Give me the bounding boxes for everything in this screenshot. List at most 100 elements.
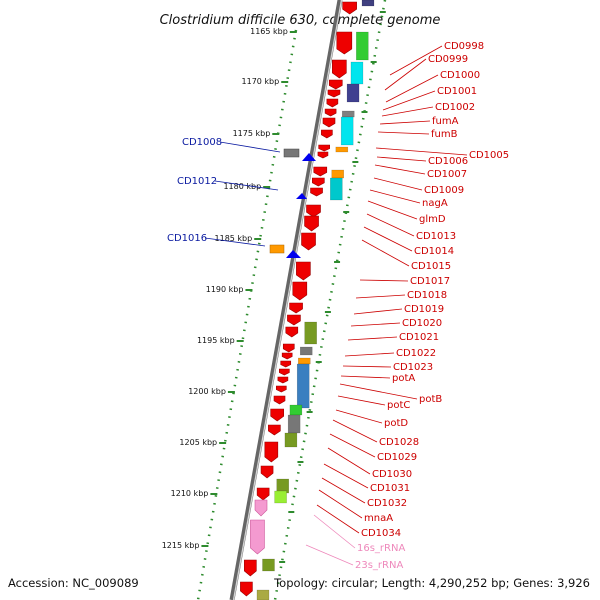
- gene-label-reverse: CD1007: [427, 169, 467, 180]
- label-leader: [374, 164, 426, 175]
- rrna-arrow: [254, 499, 268, 517]
- label-leader: [316, 504, 360, 534]
- gene-arrow-reverse: [292, 281, 308, 301]
- label-leader: [332, 419, 378, 443]
- gene-arrow-forward: [296, 193, 307, 199]
- gene-box: [296, 363, 310, 409]
- gene-arrow-reverse: [321, 129, 333, 139]
- gene-box: [346, 83, 360, 103]
- gene-label-reverse: mnaA: [364, 513, 393, 524]
- gene-label-reverse: CD1009: [424, 185, 464, 196]
- gene-label-reverse: CD1019: [404, 304, 444, 315]
- label-leader: [337, 395, 386, 406]
- kbp-tick-label: 1215 kbp: [162, 541, 200, 550]
- gene-arrow-reverse: [317, 151, 329, 159]
- gene-arrow-reverse: [279, 368, 290, 376]
- kbp-tick-label: 1165 kbp: [250, 27, 288, 36]
- gene-label-reverse: nagA: [422, 198, 448, 209]
- label-leader: [363, 226, 413, 252]
- gene-label-reverse: CD1001: [437, 86, 477, 97]
- gene-arrow-reverse: [260, 465, 274, 479]
- gene-box: [262, 558, 275, 572]
- kbp-tick-label: 1190 kbp: [206, 285, 244, 294]
- gene-label-reverse: CD1031: [370, 483, 410, 494]
- kbp-tick-label: 1195 kbp: [197, 336, 235, 345]
- gene-label-forward: CD1016: [167, 233, 207, 244]
- label-leader: [355, 294, 406, 299]
- label-leader: [321, 477, 366, 504]
- rrna-arrow: [250, 519, 265, 555]
- gene-arrow-reverse: [275, 385, 287, 393]
- gene-box: [330, 177, 343, 201]
- forward-strand-dotted-line: [273, 0, 387, 600]
- gene-box: [298, 357, 311, 365]
- label-leader: [335, 409, 383, 424]
- kbp-tick-label: 1205 kbp: [179, 438, 217, 447]
- gene-box: [341, 110, 355, 118]
- gene-arrow-forward: [302, 153, 316, 161]
- label-leader: [350, 322, 401, 327]
- gene-label-reverse: potD: [384, 418, 408, 429]
- gene-labels: CD0998 CD0999 CD1000 CD1001 CD1002 fumA fumB CD…: [167, 41, 509, 571]
- gene-arrow-reverse: [244, 559, 257, 577]
- label-leader: [376, 156, 427, 162]
- label-leader: [327, 447, 371, 475]
- gene-box: [299, 346, 313, 356]
- gene-arrow-reverse: [287, 314, 301, 326]
- label-leader: [323, 463, 369, 489]
- gene-arrow-reverse: [268, 424, 281, 436]
- gene-box: [304, 321, 317, 345]
- label-leader: [384, 58, 427, 91]
- label-leaders: [204, 45, 468, 566]
- kbp-tick-label: 1180 kbp: [223, 182, 261, 191]
- label-leader: [375, 147, 468, 156]
- gene-arrow-reverse: [332, 59, 347, 79]
- label-leader: [359, 279, 409, 282]
- gene-arrow-reverse: [240, 581, 253, 597]
- gene-track: [240, 0, 375, 600]
- gene-arrow-reverse: [327, 89, 341, 98]
- gene-label-reverse: CD1020: [402, 318, 442, 329]
- label-leader: [339, 383, 418, 400]
- gene-arrow-reverse: [324, 108, 337, 117]
- gene-arrow-reverse: [313, 166, 328, 177]
- gene-label-reverse: CD1000: [440, 70, 480, 81]
- gene-box: [274, 490, 287, 504]
- kbp-tick-label: 1175 kbp: [233, 129, 271, 138]
- label-leader: [361, 239, 410, 267]
- label-leader: [353, 308, 403, 315]
- gene-label-reverse: CD1028: [379, 437, 419, 448]
- gene-arrow-reverse: [296, 261, 311, 281]
- gene-label-reverse: CD1005: [469, 150, 509, 161]
- genome-backbone: [229, 0, 343, 600]
- accession-label: Accession: NC_009089: [8, 576, 139, 590]
- gene-arrow-reverse: [312, 177, 325, 187]
- topology-info: Topology: circular; Length: 4,290,252 bp…: [273, 576, 590, 590]
- gene-arrow-reverse: [310, 187, 323, 197]
- gene-label-reverse: glmD: [419, 214, 446, 225]
- gene-label-rrna: 23s_rRNA: [355, 560, 403, 571]
- gene-label-reverse: CD1002: [435, 102, 475, 113]
- gene-label-reverse: CD0999: [428, 54, 468, 65]
- label-leader: [347, 336, 398, 341]
- gene-label-reverse: CD0998: [444, 41, 484, 52]
- gene-label-reverse: fumB: [431, 129, 458, 140]
- gene-box: [284, 432, 298, 448]
- label-leader: [214, 180, 279, 191]
- label-leader: [305, 544, 354, 566]
- gene-arrow-reverse: [289, 302, 303, 314]
- label-leader: [385, 74, 439, 103]
- label-leader: [318, 489, 363, 519]
- label-leader: [369, 189, 421, 204]
- gene-box: [361, 0, 375, 7]
- kbp-tick-label: 1170 kbp: [242, 77, 280, 86]
- label-leader: [329, 433, 376, 458]
- gene-label-reverse: CD1018: [407, 290, 447, 301]
- label-leader: [382, 90, 436, 111]
- gene-label-reverse: CD1023: [393, 362, 433, 373]
- label-leader: [377, 131, 430, 135]
- gene-label-reverse: CD1030: [372, 469, 412, 480]
- gene-label-reverse: CD1021: [399, 332, 439, 343]
- gene-arrow-reverse: [270, 408, 284, 422]
- kbp-tick-label: 1210 kbp: [171, 489, 209, 498]
